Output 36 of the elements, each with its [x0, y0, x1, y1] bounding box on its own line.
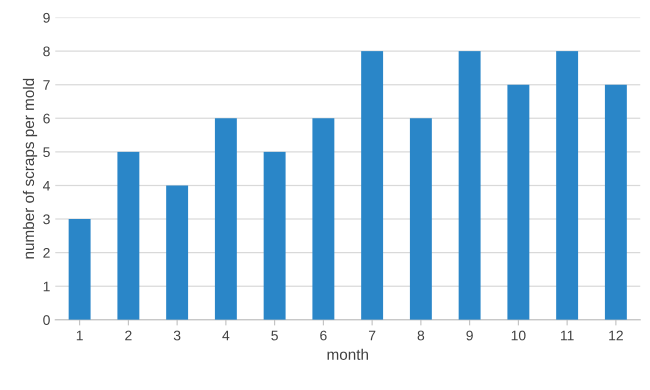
x-tick-label: 7 [368, 330, 376, 340]
y-tick-label: 4 [42, 180, 50, 190]
bar [604, 84, 627, 320]
x-tick-label: 2 [125, 330, 132, 340]
bar [264, 152, 286, 320]
y-axis-title: number of scraps per mold [22, 78, 38, 259]
bar [361, 51, 384, 320]
y-tick-label: 1 [44, 282, 50, 292]
y-tick-label: 7 [43, 80, 50, 90]
x-tick-label: 3 [174, 330, 180, 340]
x-tick-label: 8 [418, 330, 424, 340]
bar [507, 84, 530, 320]
bar [556, 51, 578, 320]
y-tick-label: 0 [43, 315, 50, 325]
bar [410, 118, 432, 320]
bar [68, 219, 91, 320]
y-tick-label: 5 [43, 147, 50, 158]
y-tick-label: 8 [43, 46, 50, 56]
y-tick-label: 2 [43, 248, 50, 258]
x-tick-label: 9 [466, 330, 473, 340]
x-tick-label: 1 [76, 330, 83, 340]
y-tick-label: 9 [43, 12, 50, 23]
bar [117, 152, 140, 320]
bar [312, 118, 334, 320]
bar [214, 118, 237, 320]
bar [166, 185, 188, 320]
x-tick-label: 4 [222, 330, 230, 340]
x-tick-label: 12 [609, 330, 623, 340]
x-axis-title: month [328, 348, 368, 360]
x-tick-label: 11 [560, 330, 574, 340]
bar [458, 51, 481, 320]
x-tick-label: 5 [271, 330, 278, 340]
y-tick-label: 6 [43, 114, 50, 124]
x-tick-label: 10 [512, 330, 526, 340]
y-tick-label: 3 [43, 214, 50, 224]
x-tick-label: 6 [320, 330, 327, 340]
